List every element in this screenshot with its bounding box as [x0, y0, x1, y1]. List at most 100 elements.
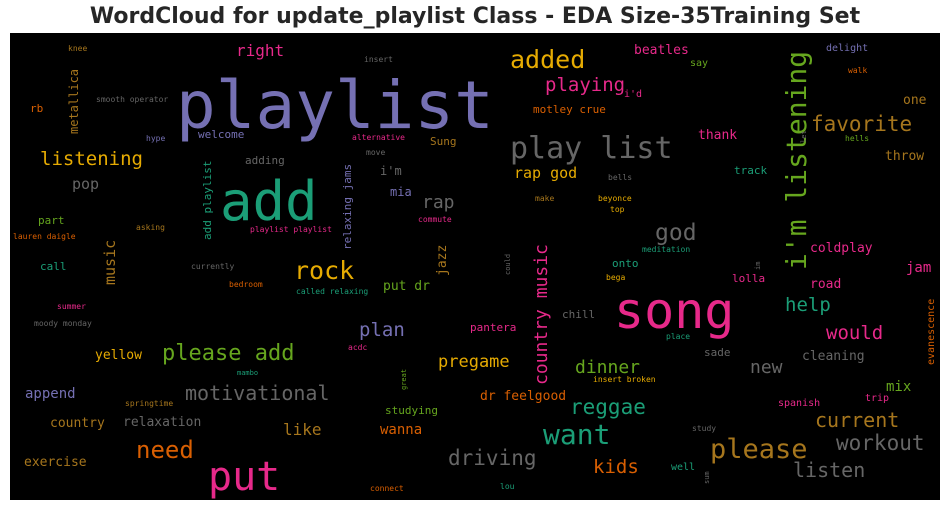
word-need: need: [136, 436, 194, 464]
word-country: country: [50, 416, 105, 431]
word-beatles: beatles: [634, 43, 689, 58]
word-sade: sade: [704, 346, 731, 359]
word-say: say: [690, 58, 708, 69]
word-current: current: [815, 408, 899, 432]
word-like: like: [283, 420, 322, 439]
word-let: let: [800, 130, 808, 143]
word-i-m: i'm: [380, 164, 402, 178]
word-meditation: meditation: [642, 245, 690, 254]
word-chill: chill: [562, 308, 595, 321]
word-one: one: [903, 93, 927, 108]
word-welcome: welcome: [198, 128, 244, 141]
word-relaxing-jams: relaxing jams: [341, 164, 354, 250]
word-rb: rb: [30, 102, 43, 115]
word-put: put: [208, 454, 280, 500]
word-connect: connect: [370, 484, 404, 493]
word-put-dr: put dr: [383, 279, 430, 294]
word-rap-god: rap god: [514, 164, 577, 182]
word-called-relaxing: called relaxing: [296, 287, 368, 296]
word-new: new: [750, 357, 783, 378]
word-dinner: dinner: [575, 357, 640, 378]
word-studying: studying: [385, 404, 438, 417]
word-well: well: [671, 462, 695, 473]
word-track: track: [734, 164, 767, 177]
word-rock: rock: [294, 256, 354, 285]
word-wanna: wanna: [380, 422, 422, 438]
word-sum: sum: [703, 471, 711, 484]
word-pantera: pantera: [470, 321, 516, 334]
word-insert-broken: insert broken: [593, 375, 656, 384]
word-hype: hype: [146, 134, 165, 143]
word-pregame: pregame: [438, 352, 510, 372]
word-would: would: [826, 322, 883, 344]
word-smooth-operator: smooth operator: [96, 95, 168, 104]
word-please: please: [710, 434, 808, 465]
word-onto: onto: [612, 257, 639, 270]
word-kids: kids: [593, 456, 639, 478]
word-throw: throw: [885, 149, 924, 164]
word-right: right: [236, 41, 284, 60]
word-beyonce: beyonce: [598, 194, 632, 203]
word-place: place: [666, 332, 690, 341]
word-playlist: playlist: [176, 67, 494, 144]
word-adding: adding: [245, 154, 285, 167]
word-motivational: motivational: [185, 381, 330, 405]
word-summer: summer: [57, 302, 86, 311]
word-country-music: country music: [531, 244, 552, 385]
word-mix: mix: [886, 379, 911, 395]
word-moody-monday: moody monday: [34, 319, 92, 328]
word-insert: insert: [364, 55, 393, 64]
word-hells: hells: [845, 134, 869, 143]
word-part: part: [38, 214, 65, 227]
word-bega: bega: [606, 273, 625, 282]
word-jazz: jazz: [435, 245, 450, 276]
word-springtime: springtime: [125, 399, 173, 408]
wordcloud-background: [10, 33, 940, 500]
wordcloud-words: playlist add song put play list i'm listening…: [13, 41, 937, 500]
word-cleaning: cleaning: [802, 349, 865, 364]
word-god: god: [655, 220, 697, 246]
word-rap: rap: [422, 192, 455, 213]
word-music: music: [101, 240, 119, 285]
word-dr-feelgood: dr feelgood: [480, 389, 566, 404]
word-bells: bells: [608, 173, 632, 182]
word-mambo: mambo: [237, 369, 258, 377]
word-call: call: [40, 260, 67, 273]
word-knee: knee: [68, 44, 87, 53]
word-workout: workout: [836, 431, 925, 455]
word-make: make: [535, 194, 554, 203]
word-song: song: [614, 282, 734, 340]
word-could: could: [504, 254, 512, 275]
word-added: added: [510, 45, 585, 74]
word-mia: mia: [390, 185, 412, 199]
word-reggae: reggae: [570, 395, 646, 419]
word-want: want: [543, 418, 610, 451]
word-currently: currently: [191, 262, 235, 271]
word-lou: lou: [500, 482, 515, 491]
word-commute: commute: [418, 215, 452, 224]
word-evanescence: evanescence: [926, 299, 937, 365]
word-coldplay: coldplay: [810, 241, 873, 256]
word-im: im: [754, 262, 762, 270]
word-favorite: favorite: [811, 112, 912, 136]
word-top: top: [610, 205, 625, 214]
word-pop: pop: [72, 175, 99, 193]
word-asking: asking: [136, 223, 165, 232]
word-append: append: [25, 386, 76, 402]
word-add-playlist: add playlist: [201, 161, 214, 240]
word-delight: delight: [826, 43, 868, 54]
word-exercise: exercise: [24, 455, 87, 470]
word-play-list: play list: [510, 131, 673, 166]
word-bedroom: bedroom: [229, 280, 263, 289]
word-road: road: [810, 277, 841, 292]
word-relaxation: relaxation: [123, 415, 201, 430]
word-alternative: alternative: [352, 133, 405, 142]
word-playing: playing: [545, 74, 625, 96]
word-metallica: metallica: [67, 69, 81, 134]
word-plan: plan: [359, 319, 405, 341]
word-walk: walk: [848, 66, 867, 75]
word-study: study: [692, 424, 716, 433]
word-lolla: lolla: [732, 272, 765, 285]
